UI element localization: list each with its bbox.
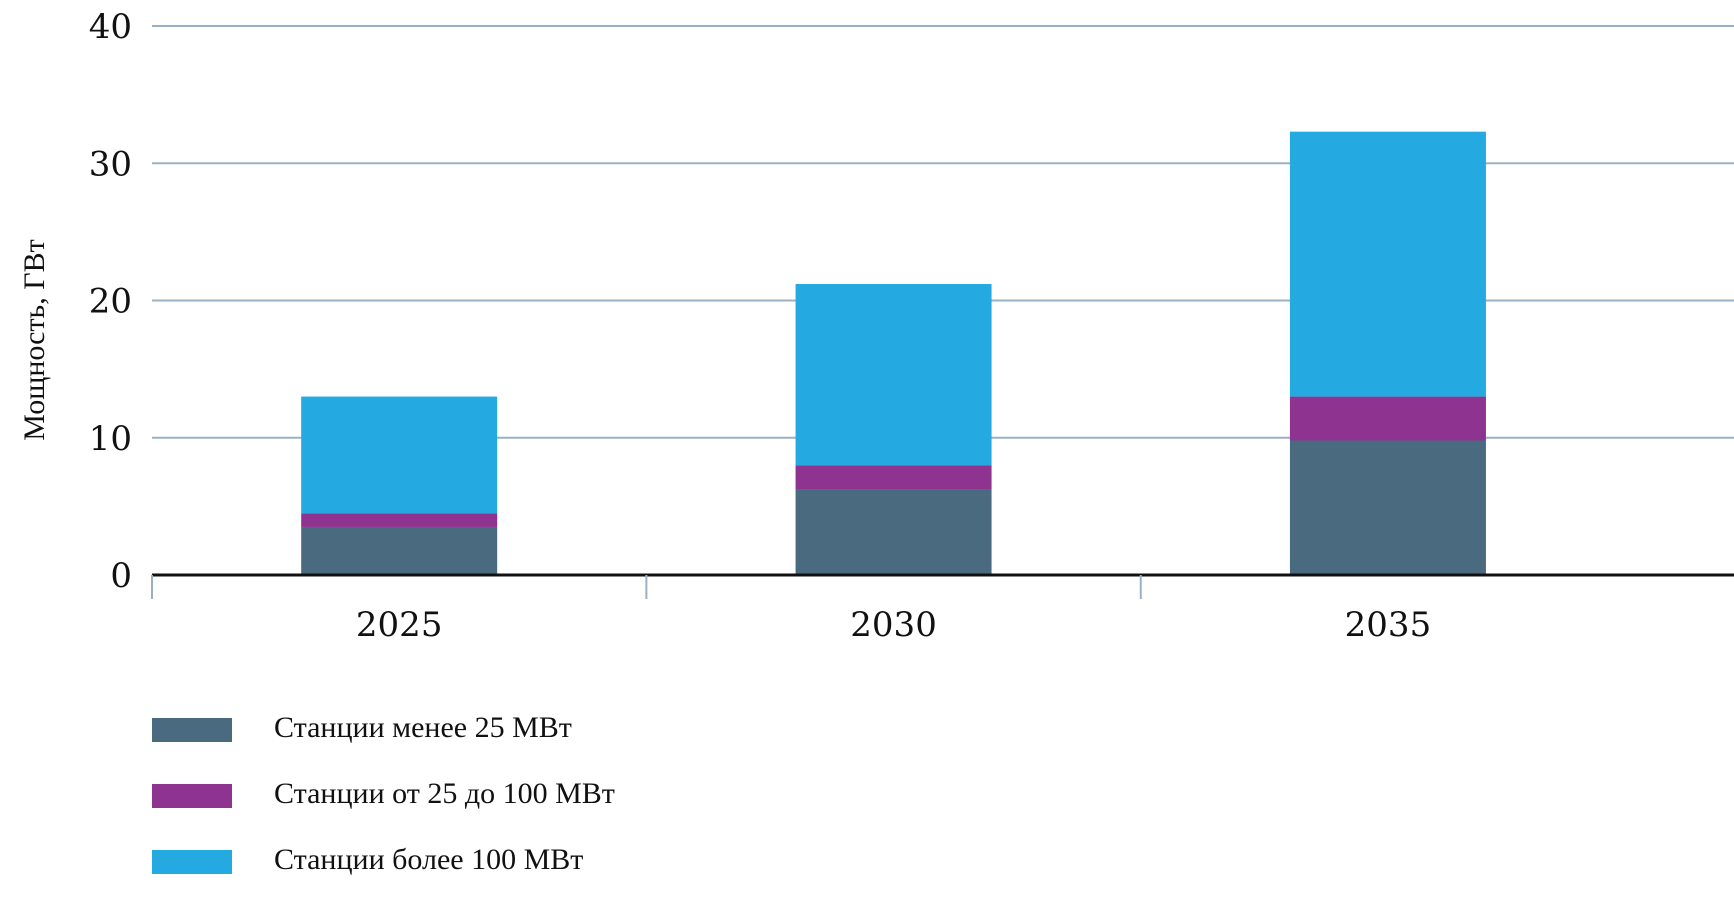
x-tick-label: 2030 <box>850 605 937 645</box>
bar-segment-2025-3 <box>301 396 498 514</box>
bar-segment-2030-3 <box>795 284 992 466</box>
y-tick-label: 0 <box>110 556 132 596</box>
legend-swatch <box>152 718 232 742</box>
legend-label: Станции более 100 МВт <box>274 843 584 876</box>
legend-label: Станции от 25 до 100 МВт <box>274 777 615 810</box>
y-axis-ticks: 0 10 20 30 40 <box>89 7 132 596</box>
x-tick-label: 2025 <box>356 605 443 645</box>
bar-segment-2025-1 <box>301 526 498 575</box>
legend-swatch <box>152 784 232 808</box>
bars <box>301 131 1486 575</box>
x-tick-label: 2035 <box>1345 605 1432 645</box>
bar-segment-2025-2 <box>301 513 498 527</box>
y-tick-label: 30 <box>89 144 132 184</box>
x-axis: 2025 2030 2035 <box>151 573 1734 645</box>
bar-segment-2035-3 <box>1289 131 1486 397</box>
legend-label: Станции менее 25 МВт <box>274 711 572 744</box>
bar-segment-2035-1 <box>1289 440 1486 575</box>
y-tick-label: 10 <box>89 419 132 459</box>
y-tick-label: 20 <box>89 282 132 322</box>
y-axis-label: Мощность, ГВт <box>18 239 51 440</box>
bar-segment-2035-2 <box>1289 396 1486 441</box>
bar-segment-2030-1 <box>795 489 992 575</box>
y-tick-label: 40 <box>89 7 132 47</box>
bar-segment-2030-2 <box>795 465 992 490</box>
legend-swatch <box>152 850 232 874</box>
